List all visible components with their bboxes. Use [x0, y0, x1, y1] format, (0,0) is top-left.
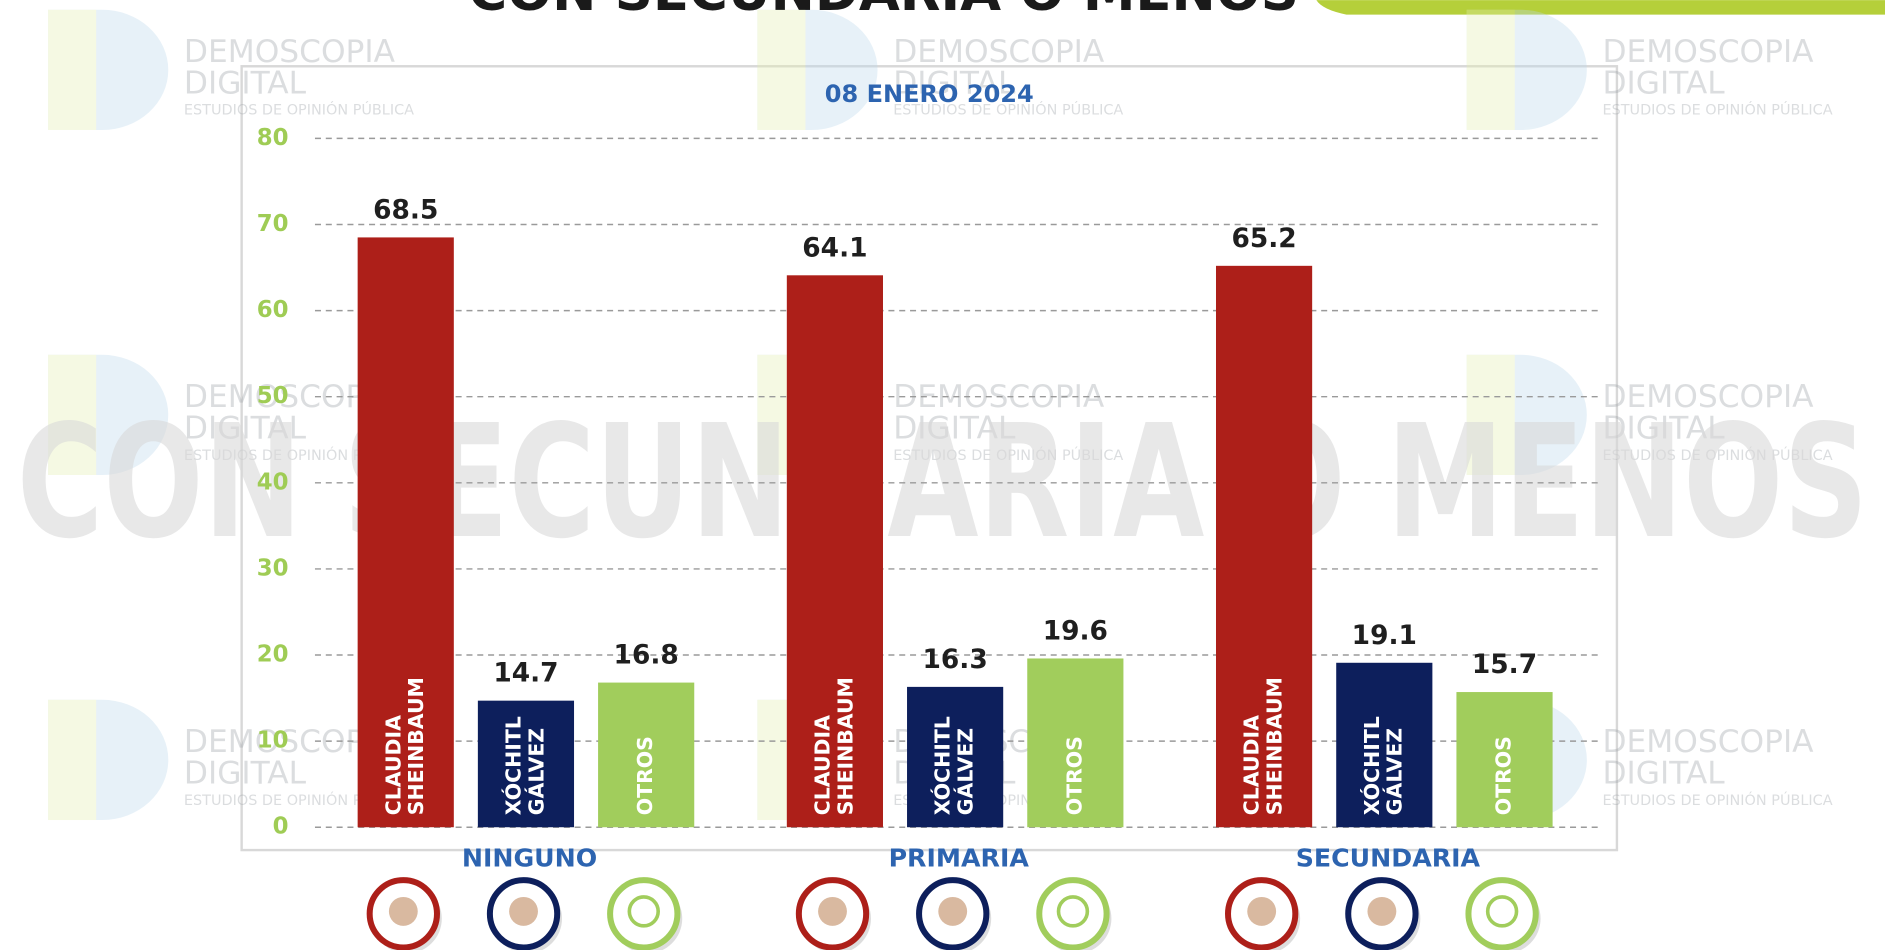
legend-avatar-face	[509, 896, 538, 926]
bar-series-label: XÓCHITLGÁLVEZ	[501, 716, 549, 815]
logo-shape	[48, 9, 169, 130]
legend-avatar-face	[1247, 896, 1277, 926]
watermark-brand2: DIGITAL	[184, 410, 307, 446]
watermark-tagline: ESTUDIOS DE OPINIÓN PÚBLICA	[893, 446, 1123, 464]
legend-avatar-face	[1056, 895, 1090, 928]
bar	[1215, 265, 1313, 828]
bar	[786, 275, 883, 828]
y-tick-label: 10	[257, 728, 289, 754]
bar	[1456, 692, 1553, 828]
watermark-brand2: DIGITAL	[1602, 410, 1725, 446]
watermark-brand2: DIGITAL	[893, 410, 1016, 446]
bar-series-label: XÓCHITLGÁLVEZ	[930, 716, 978, 815]
bar-series-label: XÓCHITLGÁLVEZ	[1359, 716, 1407, 815]
watermark-tagline: ESTUDIOS DE OPINIÓN PÚBLICA	[184, 446, 414, 464]
chart-subtitle: 08 ENERO 2024	[825, 80, 1034, 108]
y-tick-label: 60	[257, 297, 289, 323]
watermark-brand2: DIGITAL	[1602, 65, 1725, 101]
y-tick-label: 50	[257, 383, 289, 409]
watermark-tagline: ESTUDIOS DE OPINIÓN PÚBLICA	[1602, 791, 1832, 809]
bar	[357, 237, 454, 828]
data-label: 15.7	[1472, 649, 1537, 680]
logo-shape	[1466, 354, 1587, 475]
x-tick-label: SECUNDARIA	[1296, 844, 1481, 873]
logo-block	[48, 354, 97, 475]
legend-avatar-face	[818, 896, 847, 926]
logo-shape	[48, 699, 169, 821]
data-label: 16.3	[923, 644, 988, 675]
watermark-tagline: ESTUDIOS DE OPINIÓN PÚBLICA	[1602, 446, 1832, 464]
x-tick-label: PRIMARIA	[889, 844, 1030, 873]
bar-series-label: OTROS	[1062, 736, 1086, 815]
logo-block	[757, 9, 806, 130]
y-tick-label: 30	[257, 555, 289, 581]
y-tick-label: 20	[257, 642, 289, 668]
data-label: 19.6	[1043, 616, 1108, 647]
bar	[1027, 658, 1124, 828]
legend-avatar-face	[1485, 895, 1519, 928]
data-label: 68.5	[373, 194, 438, 225]
bar-series-label: OTROS	[1492, 736, 1516, 815]
watermark-brand: DEMOSCOPIA	[1602, 34, 1814, 70]
title-watermark: CON SECUNDARIA O MENOS	[17, 391, 1868, 573]
watermark-tagline: ESTUDIOS DE OPINIÓN PÚBLICA	[184, 101, 414, 119]
watermark-brand2: DIGITAL	[184, 65, 307, 101]
bar	[1336, 662, 1433, 828]
logo-block	[48, 9, 97, 130]
bar	[477, 700, 575, 828]
y-tick-label: 40	[257, 469, 289, 495]
watermark-tagline: ESTUDIOS DE OPINIÓN PÚBLICA	[893, 101, 1123, 119]
logo-block	[1466, 354, 1515, 475]
watermark-brand: DEMOSCOPIA	[184, 34, 396, 70]
watermark-brand: DEMOSCOPIA	[893, 34, 1105, 70]
y-tick-label: 80	[257, 125, 289, 151]
data-label: 16.8	[614, 640, 679, 671]
legend-avatar-face	[627, 895, 660, 928]
data-label: 65.2	[1231, 223, 1296, 254]
logo-shape	[1466, 9, 1587, 130]
legend-avatar-face	[938, 896, 968, 926]
legend-avatar-face	[1367, 896, 1397, 926]
watermark-brand2: DIGITAL	[184, 755, 307, 791]
y-tick-label: 70	[257, 211, 289, 237]
legend-avatar-face	[388, 896, 418, 926]
x-tick-label: NINGUNO	[462, 844, 597, 873]
bar-series-label: OTROS	[633, 736, 657, 815]
logo-block	[48, 699, 97, 821]
logo-block	[1466, 9, 1515, 130]
y-tick-label: 0	[273, 814, 289, 840]
watermark-brand: DEMOSCOPIA	[1602, 724, 1814, 760]
bar-series-label: CLAUDIASHEINBAUM	[810, 677, 857, 815]
bar-series-label: CLAUDIASHEINBAUM	[1240, 677, 1287, 815]
watermark-brand: DEMOSCOPIA	[1602, 379, 1814, 415]
watermark-brand2: DIGITAL	[1602, 755, 1725, 791]
bar-series-label: CLAUDIASHEINBAUM	[381, 677, 428, 815]
watermark-tagline: ESTUDIOS DE OPINIÓN PÚBLICA	[184, 791, 414, 809]
bar	[907, 686, 1004, 828]
header-accent	[1316, 0, 1885, 15]
data-label: 64.1	[802, 232, 867, 263]
bar	[598, 682, 695, 828]
data-label: 19.1	[1352, 620, 1417, 651]
data-label: 14.7	[493, 658, 558, 689]
logo-shape	[48, 354, 169, 475]
watermark-tagline: ESTUDIOS DE OPINIÓN PÚBLICA	[1602, 101, 1832, 119]
watermark-brand2: DIGITAL	[893, 65, 1016, 101]
plot-frame	[240, 65, 1619, 852]
logo-shape	[757, 9, 878, 130]
chart-title: CON SECUNDARIA O MENOS	[468, 0, 1299, 23]
